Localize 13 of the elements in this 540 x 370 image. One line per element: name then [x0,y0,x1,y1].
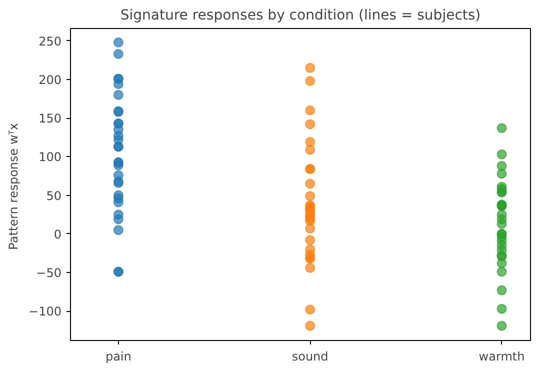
y-tick-label: 100 [38,150,62,164]
y-axis-title: Pattern response wᵀx [6,122,21,250]
x-tick-label: warmth [478,350,525,364]
x-tick-label: sound [292,350,328,364]
y-tick-label: −100 [28,304,62,319]
x-tick-label: pain [105,350,132,364]
chart-title: Signature responses by condition (lines = subjects) [120,8,481,24]
y-tick-label: 150 [38,112,62,126]
y-tick-label: 200 [38,72,62,87]
y-tick-label: 250 [38,34,62,48]
y-tick-label: 50 [46,188,62,203]
y-tick-label: −50 [36,266,62,280]
y-tick-label: 0 [54,227,62,242]
